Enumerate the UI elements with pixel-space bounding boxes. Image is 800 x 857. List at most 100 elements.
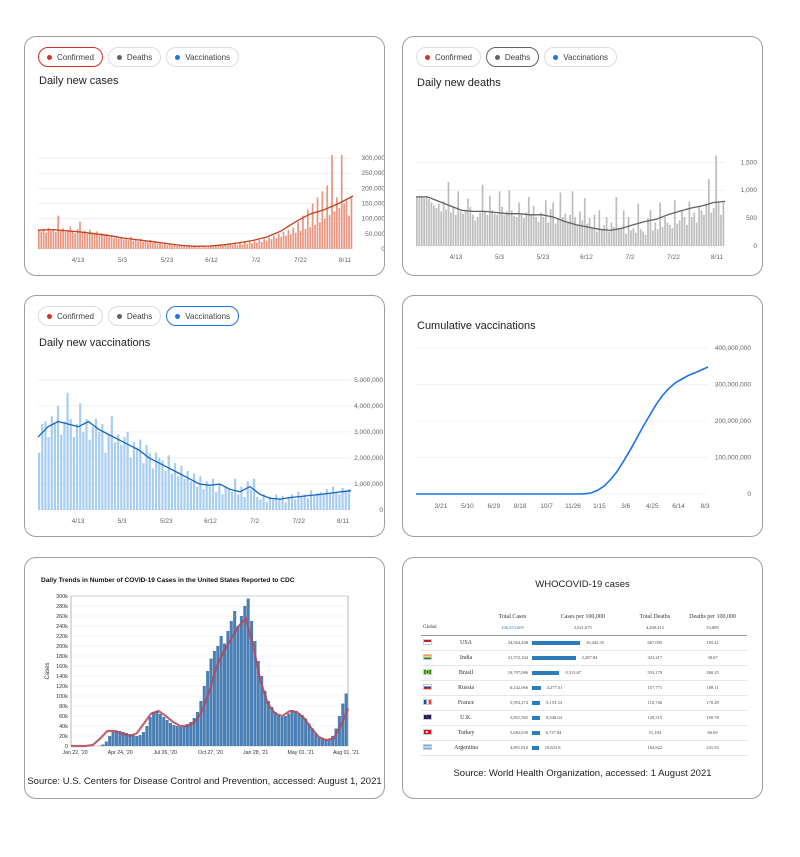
data-bar [294,232,297,249]
data-bar [647,218,649,246]
data-bar [38,230,40,249]
vaccinations-chip[interactable]: Vaccinations [166,47,240,67]
vaccinations-chip-label: Vaccinations [185,311,231,321]
data-bar [120,237,123,249]
y-tick-label: 4,000,000 [354,403,383,410]
data-bar [117,238,120,249]
data-bar [243,606,247,746]
data-bar [144,240,147,249]
data-bar [322,494,325,510]
data-bar [304,718,308,746]
filter-chips: Confirmed Deaths Vaccinations [38,306,240,326]
global-cases-per-100k: 2,521,675 [534,620,632,636]
data-bar [98,235,101,249]
x-tick-label: 6/12 [205,257,218,264]
data-bar [227,245,229,249]
data-bar [156,243,159,249]
data-bar [327,739,331,746]
data-bar [268,496,272,510]
data-bar [720,214,722,246]
confirmed-chip[interactable]: Confirmed [38,47,103,67]
table-row: Russia 6,242,066 4,277.31 157,771 108.11 [421,680,747,696]
data-bar [246,598,250,746]
data-bar [579,211,581,246]
data-bar [341,703,345,746]
data-bar [85,418,88,510]
cdc-chart-title: Daily Trends in Number of COVID-19 Cases… [41,577,295,584]
x-tick-label: 7/22 [667,254,680,261]
y-tick-label: 300k [56,594,68,600]
y-tick-label: 100k [56,694,68,700]
total-cases-cell: 19,797,086 [491,665,534,681]
data-bar [297,491,300,510]
y-tick-label: 160k [56,664,68,670]
data-bar [683,217,686,246]
data-bar [66,392,69,510]
data-bar [425,195,428,246]
data-bar [142,463,145,510]
confirmed-dot-icon [425,54,430,60]
data-bar [537,221,540,246]
vaccinations-chip[interactable]: Vaccinations [544,47,618,67]
data-bar [101,233,103,249]
confirmed-chip[interactable]: Confirmed [38,306,103,326]
data-bar [253,241,256,249]
data-bar [703,214,705,246]
y-tick-label: 20k [59,734,68,740]
cases-bar [532,745,539,750]
confirmed-chip-label: Confirmed [57,311,94,321]
data-bar [454,214,457,246]
data-bar [416,196,418,246]
deaths-chip[interactable]: Deaths [107,47,162,67]
data-bar [178,244,181,249]
data-bar [700,210,703,246]
data-bar [588,218,591,246]
daily-vaccinations-card: Confirmed Deaths Vaccinations Daily new … [24,295,385,537]
x-tick-label: May 01, '21 [288,750,315,756]
confirmed-chip[interactable]: Confirmed [416,47,481,67]
total-cases-cell: 34,564,448 [491,635,534,651]
total-deaths-cell: 607,095 [631,635,679,651]
data-bar [297,221,299,249]
data-bar [266,701,270,746]
total-cases-cell: 5,953,274 [491,695,534,711]
data-bar [122,239,125,249]
data-bar [72,437,75,510]
data-bar [535,217,537,246]
data-bar [345,200,348,249]
data-bar [215,491,218,510]
x-tick-label: Apr 24, '20 [108,750,133,756]
data-bar [676,223,679,246]
cumulative-line [416,366,709,495]
data-bar [182,726,186,746]
table-row: Turkey 5,682,630 6,737.84 51,184 60.69 [421,725,747,741]
data-bar [632,228,635,246]
deaths-chip[interactable]: Deaths [485,47,540,67]
deaths-per-100k-cell: 108.11 [678,680,747,696]
data-bar [283,716,287,746]
data-bar [688,201,691,246]
data-bar [603,224,606,246]
flag-ar-icon [423,744,432,751]
vaccinations-chip[interactable]: Vaccinations [166,306,240,326]
data-bar [93,234,96,249]
data-bar [268,237,270,249]
data-bar [75,424,79,510]
data-bar [131,735,135,746]
data-bar [197,246,200,249]
data-bar [256,242,258,249]
deaths-chip[interactable]: Deaths [107,306,162,326]
x-tick-label: 4/25 [646,503,659,510]
data-bar [319,491,322,510]
data-bar [525,212,528,246]
flag-fr-icon [423,699,432,706]
data-bar [183,245,186,249]
data-bar [172,725,176,746]
data-bar [627,217,630,246]
data-bar [74,233,77,249]
y-tick-label: 1,500 [741,159,758,166]
data-bar [328,493,332,510]
data-bar [452,206,455,246]
data-bar [520,214,523,246]
data-bar [275,494,278,510]
